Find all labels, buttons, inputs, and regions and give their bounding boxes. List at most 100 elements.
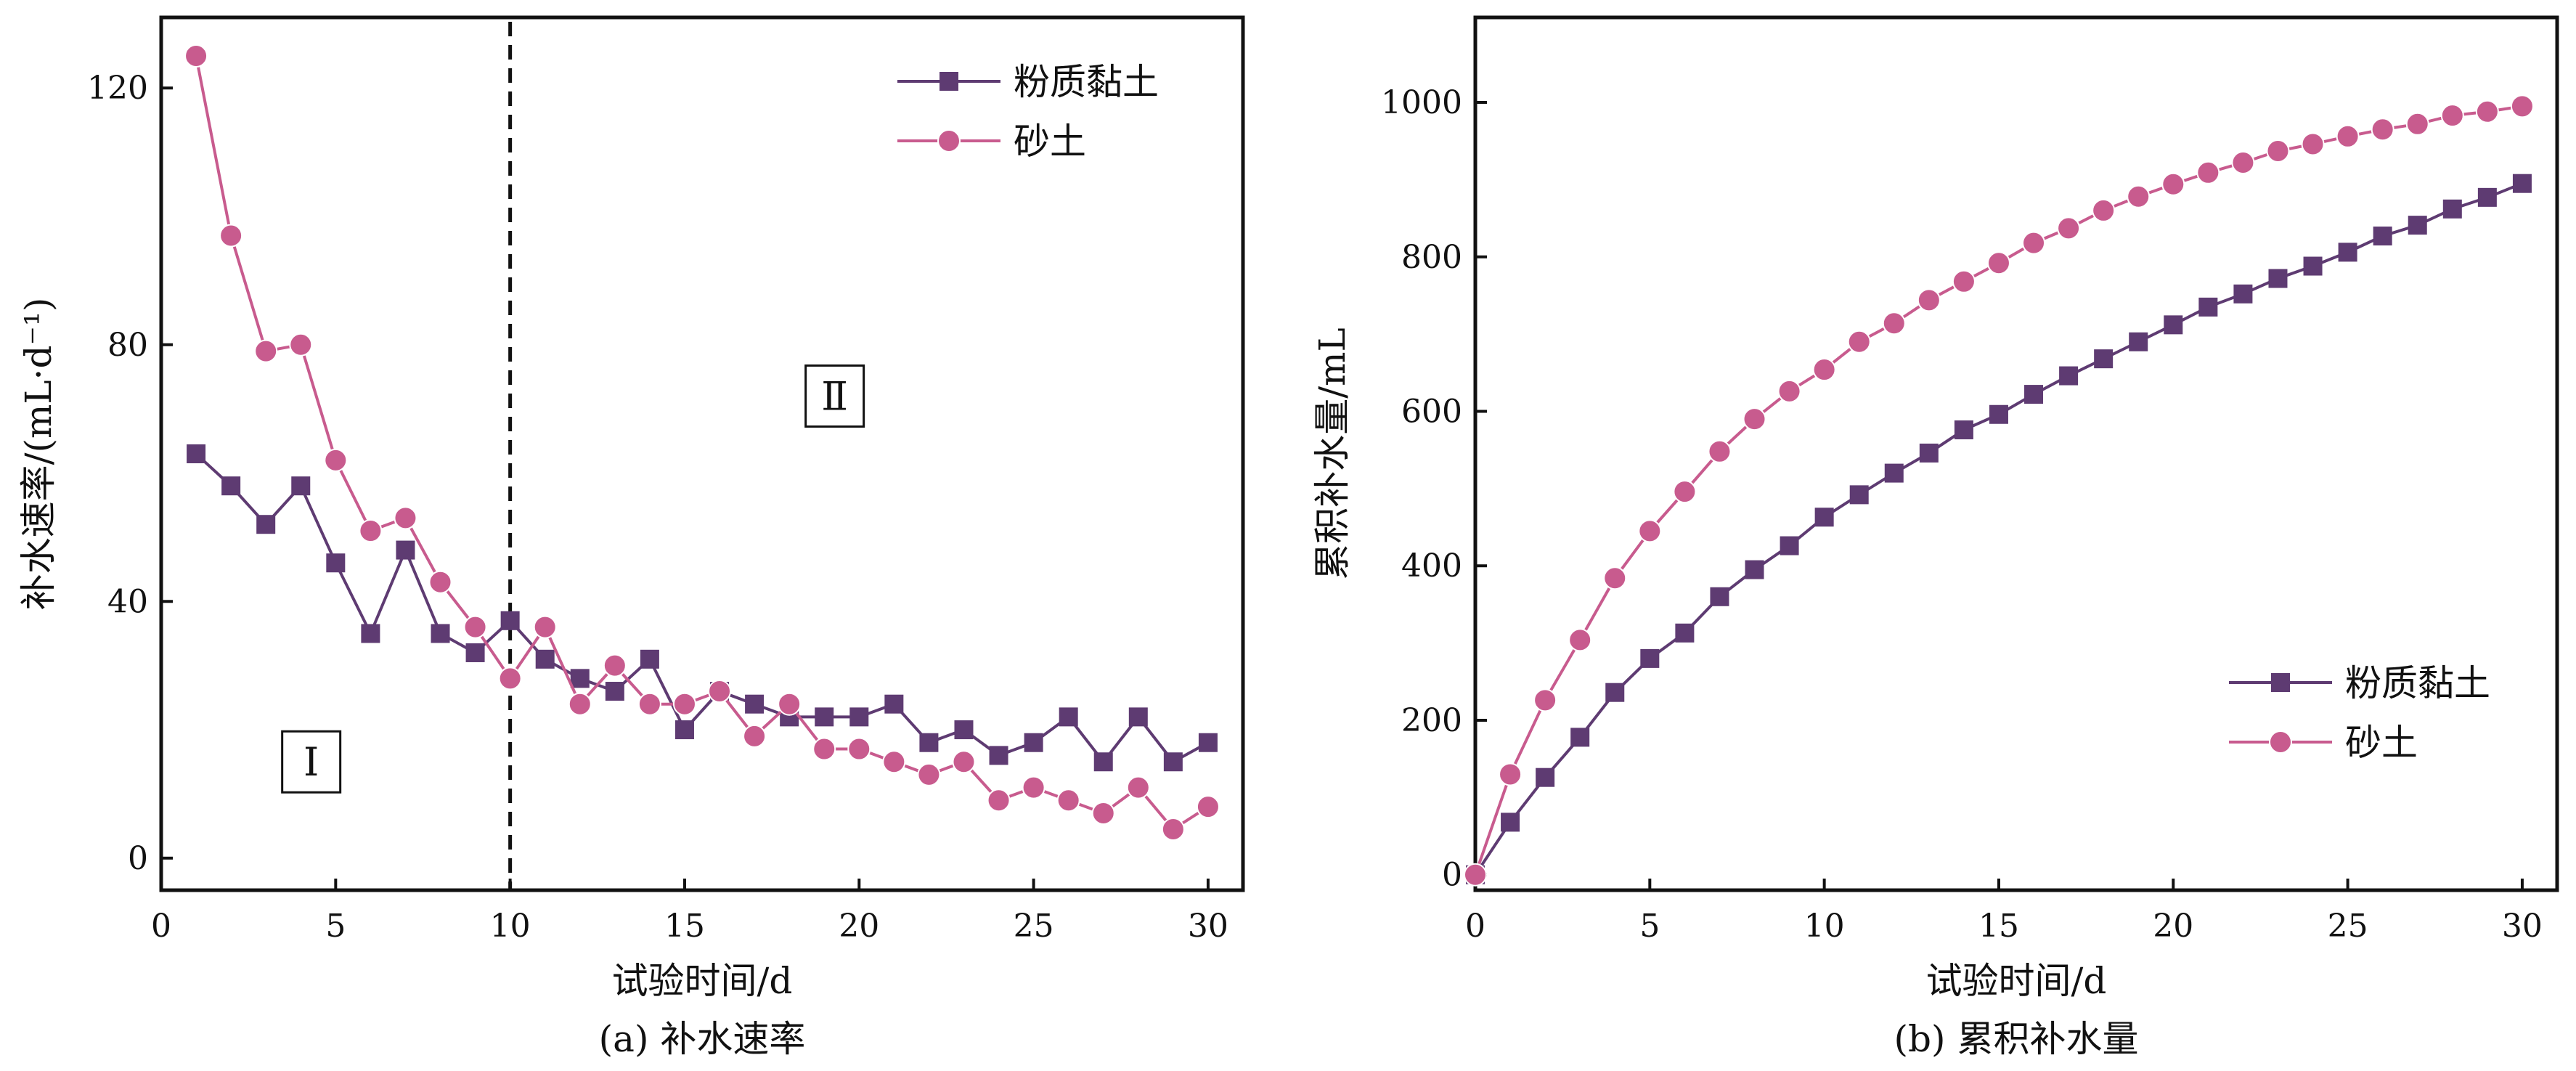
chart-panel-a: 0 5 10 15 20 25 30 0 40 80 120 试验时间/d 补水速率/(mL·d⁻¹) (… — [17, 15, 1245, 1060]
x-tick-label: 15 — [664, 908, 705, 945]
x-tick-label: 10 — [490, 908, 531, 945]
region-label-box — [281, 730, 342, 794]
data-point-square — [1501, 813, 1520, 832]
data-point-square — [221, 476, 241, 496]
data-point-circle — [219, 224, 243, 248]
figure-caption: (a) 补水速率 — [599, 1018, 806, 1060]
x-tick-label: 30 — [1188, 908, 1228, 945]
x-axis-label: 试验时间/d — [1926, 960, 2107, 1002]
data-point-circle — [568, 692, 592, 716]
data-point-circle — [254, 339, 278, 363]
data-point-square — [1024, 733, 1043, 752]
series-sand — [1464, 94, 2534, 887]
data-point-circle — [1743, 407, 1766, 431]
data-point-square — [1093, 752, 1113, 772]
legend-marker-square — [2271, 673, 2290, 692]
data-point-circle — [778, 692, 802, 716]
data-point-circle — [1708, 439, 1732, 463]
x-tick-label: 15 — [1978, 908, 2019, 945]
plot-frame — [159, 15, 1245, 892]
data-point-circle — [463, 615, 487, 639]
x-tick-label: 25 — [2328, 908, 2368, 945]
data-point-circle — [533, 615, 557, 639]
data-point-square — [1059, 707, 1078, 727]
data-point-square — [954, 720, 974, 740]
y-tick-label: 400 — [1401, 547, 1462, 585]
data-point-square — [1128, 707, 1148, 727]
data-point-square — [1849, 485, 1869, 505]
y-tick-label: 800 — [1401, 239, 1462, 276]
data-point-square — [2024, 385, 2044, 404]
data-point-square — [2164, 315, 2183, 335]
data-point-square — [291, 476, 311, 496]
data-point-circle — [1056, 789, 1080, 813]
data-point-circle — [987, 789, 1011, 813]
data-point-circle — [1568, 628, 1592, 652]
data-point-square — [1163, 752, 1183, 772]
data-point-square — [640, 649, 659, 669]
data-point-circle — [1161, 818, 1185, 842]
data-point-circle — [2405, 112, 2429, 136]
data-point-circle — [359, 519, 383, 543]
data-point-circle — [1952, 269, 1976, 293]
y-tick-label: 1000 — [1381, 84, 1462, 121]
data-point-circle — [882, 750, 906, 774]
data-point-square — [1536, 767, 1555, 787]
data-point-circle — [1091, 801, 1115, 825]
data-point-circle — [2057, 216, 2081, 240]
data-point-circle — [1812, 358, 1836, 382]
data-point-circle — [847, 737, 871, 761]
data-point-square — [2129, 332, 2148, 351]
data-point-square — [2408, 216, 2427, 235]
data-point-square — [396, 540, 415, 560]
data-point-circle — [1022, 775, 1046, 799]
x-tick-label: 5 — [1639, 908, 1660, 945]
region-label: Ⅰ — [303, 739, 319, 785]
data-point-square — [2477, 187, 2497, 207]
data-point-square — [431, 624, 450, 643]
region-label: Ⅱ — [821, 373, 848, 419]
data-point-square — [1780, 536, 1799, 555]
series-line — [195, 55, 1210, 831]
data-point-circle — [289, 333, 313, 357]
data-point-square — [2512, 174, 2532, 193]
data-point-square — [2233, 284, 2253, 304]
x-tick-label: 20 — [839, 908, 879, 945]
y-tick-label: 600 — [1401, 393, 1462, 430]
legend-label: 砂土 — [1014, 121, 1086, 163]
data-point-circle — [1777, 379, 1801, 403]
data-point-square — [1814, 508, 1834, 527]
data-point-square — [674, 720, 694, 740]
data-point-circle — [1464, 863, 1487, 887]
series-line — [1474, 182, 2523, 876]
x-tick-label: 0 — [151, 908, 171, 945]
data-point-square — [1570, 728, 1590, 747]
y-tick-label: 40 — [107, 583, 148, 620]
data-point-circle — [184, 44, 208, 68]
data-point-square — [745, 694, 765, 714]
data-point-square — [500, 611, 520, 630]
data-point-circle — [672, 692, 696, 716]
data-point-circle — [952, 750, 976, 774]
data-point-circle — [428, 570, 452, 594]
data-point-square — [1989, 404, 2008, 424]
data-point-circle — [2231, 150, 2255, 174]
data-point-square — [1745, 560, 1764, 579]
data-point-square — [605, 682, 624, 701]
data-point-circle — [2266, 139, 2290, 163]
data-point-circle — [2475, 99, 2499, 123]
data-point-square — [1198, 733, 1218, 752]
y-tick-label: 200 — [1401, 702, 1462, 739]
legend-label: 粉质黏土 — [2345, 662, 2490, 704]
data-point-circle — [498, 667, 522, 691]
data-point-square — [2268, 269, 2288, 288]
series-silty-clay — [1466, 174, 2532, 884]
region-label-box — [804, 364, 865, 428]
x-tick-label: 30 — [2502, 908, 2543, 945]
x-tick-label: 25 — [1014, 908, 1054, 945]
y-tick-label: 0 — [128, 840, 148, 877]
data-point-square — [2094, 349, 2114, 369]
data-point-circle — [2371, 118, 2394, 142]
